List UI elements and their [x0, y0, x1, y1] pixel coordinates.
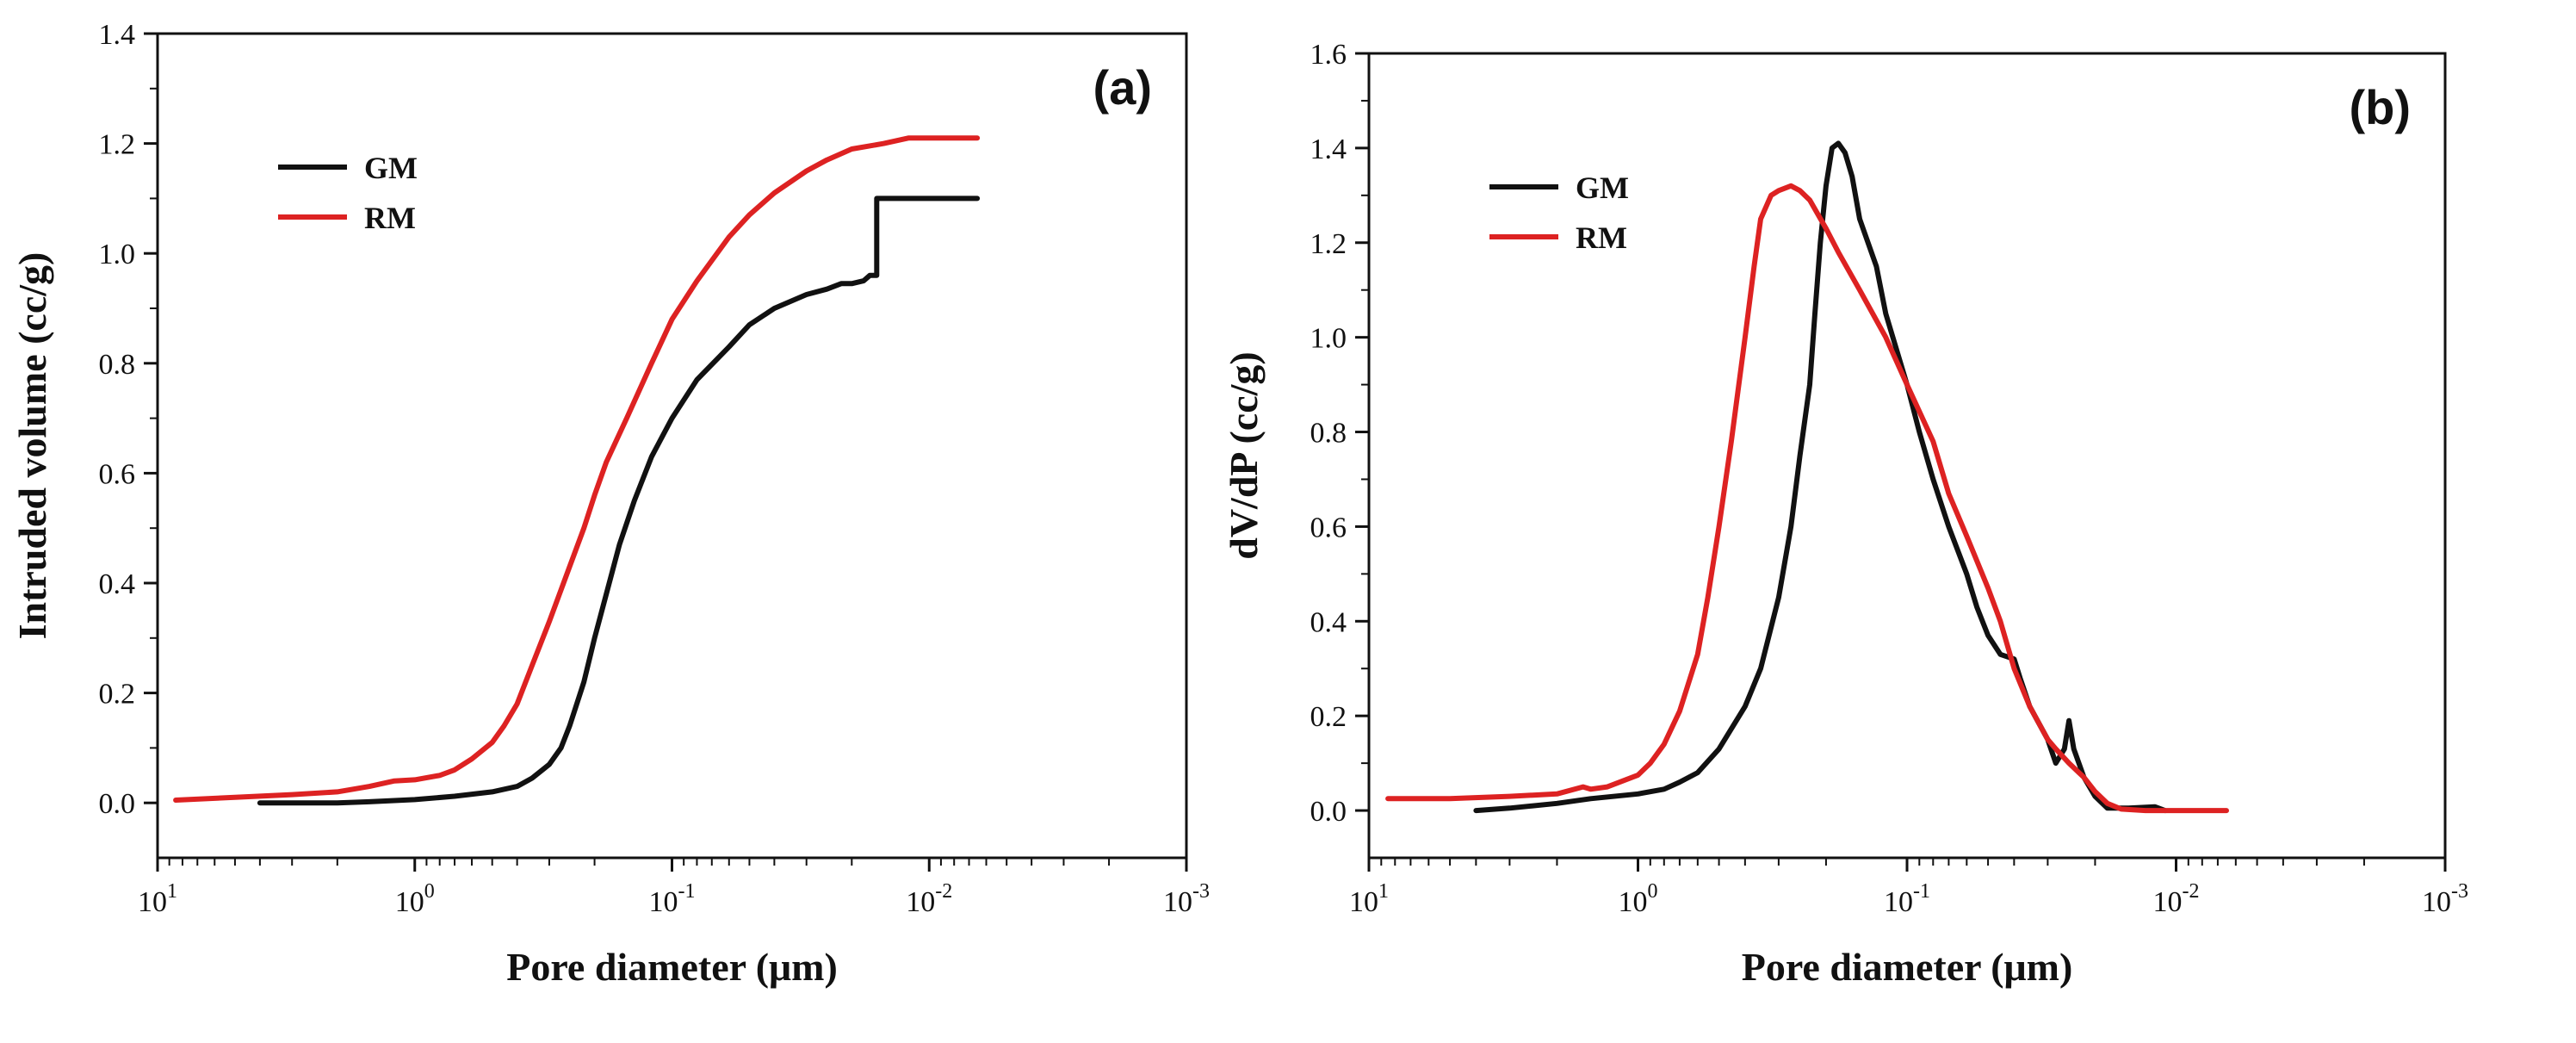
- series-line-rm: [1385, 183, 2229, 814]
- x-tick-label: 10-1: [1884, 880, 1930, 918]
- y-tick-label: 0.0: [99, 788, 136, 820]
- y-tick-label: 1.0: [1310, 323, 1347, 355]
- x-tick-label: 100: [395, 880, 435, 918]
- x-tick-label: 10-2: [906, 880, 952, 918]
- plot-frame: [1367, 52, 2447, 860]
- y-axis-title: Intruded volume (cc/g): [10, 252, 54, 640]
- y-tick-label: 0.6: [99, 458, 136, 490]
- y-tick-label: 0.8: [99, 349, 136, 381]
- plot-frame: [156, 32, 1188, 860]
- y-tick-label: 1.6: [1310, 39, 1347, 71]
- y-axis-title: dV/dP (cc/g): [1222, 351, 1266, 559]
- y-tick-label: 1.4: [99, 19, 136, 51]
- x-tick-label: 10-1: [649, 880, 696, 918]
- y-tick-label: 0.8: [1310, 418, 1347, 450]
- x-tick-label: 100: [1619, 880, 1658, 918]
- x-tick-label: 10-3: [1163, 880, 1210, 918]
- panel-label: (a): [1093, 60, 1152, 115]
- y-tick-label: 0.2: [1310, 701, 1347, 733]
- panel-label: (b): [2349, 80, 2411, 134]
- series-line-rm: [173, 135, 981, 803]
- x-tick-label: 10-3: [2422, 880, 2468, 918]
- x-tick-label: 101: [1349, 880, 1389, 918]
- x-tick-label: 101: [138, 880, 177, 918]
- y-tick-label: 1.0: [99, 239, 136, 270]
- y-tick-label: 1.2: [99, 129, 136, 161]
- series-line-gm: [257, 196, 981, 806]
- x-axis-title: Pore diameter (μm): [1742, 945, 2073, 989]
- y-tick-label: 0.6: [1310, 512, 1347, 543]
- x-axis-title: Pore diameter (μm): [506, 945, 838, 989]
- legend-label-gm: GM: [1576, 171, 1629, 205]
- y-tick-label: 0.4: [1310, 606, 1347, 638]
- y-tick-label: 1.4: [1310, 133, 1347, 165]
- y-tick-label: 0.2: [99, 679, 136, 711]
- y-tick-label: 1.2: [1310, 228, 1347, 260]
- series-line-gm: [1473, 140, 2168, 814]
- panel-a-chart: 101 100 10-1 10-2 10-3 0.0 0.2 0.4 0.6 0.8 1.0 1.2 1…: [10, 19, 1210, 989]
- panel-b-chart: 101 100 10-1 10-2 10-3 0.0 0.2 0.4 0.6 0.8 1.0 1.2 1…: [1222, 39, 2468, 989]
- y-tick-label: 0.0: [1310, 796, 1347, 828]
- y-tick-label: 0.4: [99, 568, 136, 600]
- legend-label-rm: RM: [1576, 220, 1627, 255]
- x-tick-label: 10-2: [2153, 880, 2200, 918]
- legend-label-gm: GM: [364, 151, 418, 185]
- legend-label-rm: RM: [364, 201, 416, 235]
